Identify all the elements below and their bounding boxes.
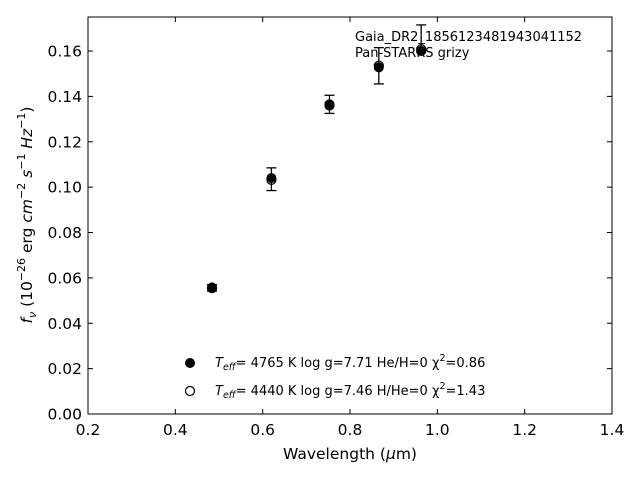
x-tick-label: 0.8 — [338, 421, 363, 439]
x-tick-label: 0.4 — [163, 421, 188, 439]
y-axis-label: fν (10−26 erg cm−2 s−1 Hz−1) — [15, 107, 39, 324]
x-tick-label: 1.4 — [600, 421, 625, 439]
data-point-model-2 — [206, 282, 218, 294]
y-tick-label: 0.10 — [47, 179, 82, 197]
x-axis-label: Wavelength (μm) — [283, 445, 417, 463]
x-tick-label: 1.2 — [512, 421, 537, 439]
y-tick-label: 0.12 — [47, 133, 82, 151]
x-tick-label: 1.0 — [425, 421, 450, 439]
y-tick-label: 0.02 — [47, 360, 82, 378]
y-tick-label: 0.06 — [47, 269, 82, 287]
y-tick-label: 0.14 — [47, 88, 82, 106]
x-tick-label: 0.2 — [76, 421, 101, 439]
y-tick-label: 0.00 — [47, 406, 82, 424]
data-point-model-2 — [266, 174, 277, 185]
data-point-model-2 — [416, 44, 427, 55]
y-tick-label: 0.04 — [47, 315, 82, 333]
data-point-model-2 — [324, 100, 335, 111]
legend-marker-filled — [185, 358, 195, 368]
y-tick-label: 0.16 — [47, 43, 82, 61]
x-tick-label: 0.6 — [250, 421, 275, 439]
legend: Teff= 4765 K log g=7.71 He/H=0 χ2=0.86 T… — [184, 353, 485, 401]
annotation-survey: Pan-STARRS grizy — [355, 46, 470, 61]
data-marks — [206, 24, 427, 294]
legend-marker-open — [184, 385, 196, 397]
annotation-object-id: Gaia_DR2_1856123481943041152 — [355, 30, 582, 45]
y-tick-label: 0.08 — [47, 224, 82, 242]
x-axis-ticks: 0.2 0.4 0.6 0.8 1.0 1.2 1.4 — [76, 17, 625, 439]
legend-entry-1: Teff= 4765 K log g=7.71 He/H=0 χ2=0.86 — [215, 353, 485, 373]
y-axis-ticks: 0.00 0.02 0.04 0.06 0.08 0.10 0.12 0.14 0.16 — [47, 43, 612, 424]
plot-area — [88, 17, 612, 414]
data-point-model-2 — [373, 60, 384, 71]
legend-entry-2: Teff= 4440 K log g=7.46 H/He=0 χ2=1.43 — [215, 381, 485, 401]
